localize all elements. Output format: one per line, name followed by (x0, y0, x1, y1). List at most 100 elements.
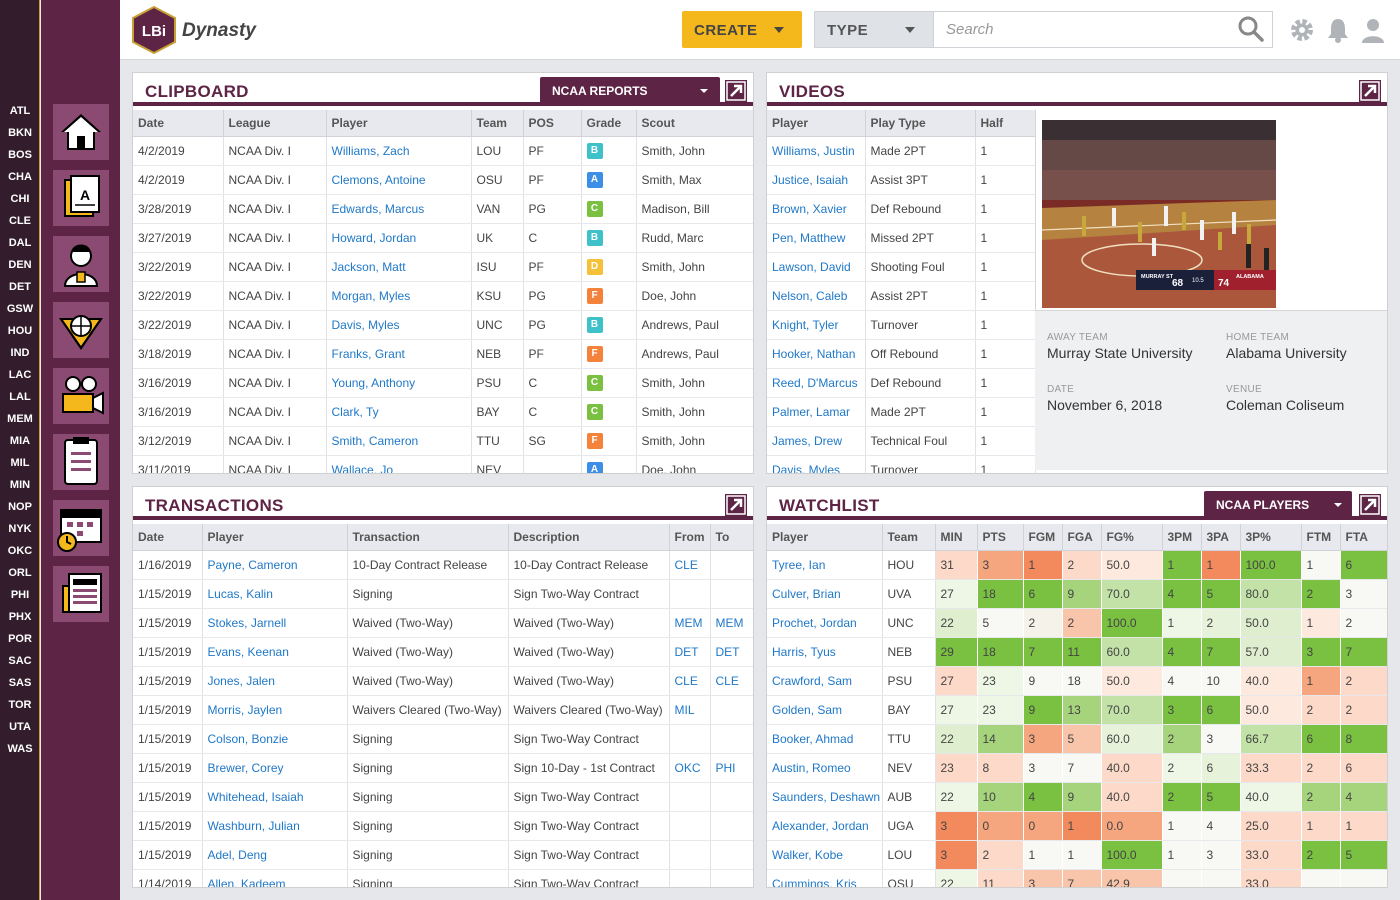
player-link[interactable]: Williams, Justin (767, 136, 866, 166)
player-link[interactable]: Prochet, Jordan (767, 608, 883, 638)
player-link[interactable]: Morris, Jaylen (202, 695, 348, 725)
team-link-mil[interactable]: MIL (10, 457, 30, 469)
team-link[interactable] (710, 782, 753, 812)
player-link[interactable]: Alexander, Jordan (767, 811, 883, 841)
player-link[interactable]: Smith, Cameron (326, 426, 472, 456)
logo-icon[interactable]: LBi (132, 6, 176, 54)
table-row[interactable]: 4/2/2019 NCAA Div. I Clemons, Antoine OSU PF… (133, 165, 753, 195)
column-header-team[interactable]: Team (471, 110, 524, 137)
player-link[interactable]: Cummings, Kris (767, 869, 883, 887)
column-header-to[interactable]: To (710, 524, 753, 551)
player-link[interactable]: Golden, Sam (767, 695, 883, 725)
team-link[interactable]: DET (710, 637, 753, 667)
column-header-pts[interactable]: PTS (977, 524, 1024, 551)
nav-draft-button[interactable] (53, 302, 109, 358)
team-link[interactable]: MEM (669, 608, 711, 638)
search-icon[interactable] (1238, 16, 1264, 42)
team-link-sac[interactable]: SAC (8, 655, 32, 667)
player-link[interactable]: Austin, Romeo (767, 753, 883, 783)
table-row[interactable]: 3/28/2019 NCAA Div. I Edwards, Marcus VAN PG… (133, 194, 753, 224)
team-link[interactable]: DET (669, 637, 711, 667)
player-link[interactable]: Crawford, Sam (767, 666, 883, 696)
table-row[interactable]: 1/15/2019 Morris, Jaylen Waivers Cleared (… (133, 695, 753, 725)
team-link-uta[interactable]: UTA (9, 721, 31, 733)
table-row[interactable]: James, Drew Technical Foul 1 (767, 426, 1036, 456)
column-header-player[interactable]: Player (326, 110, 472, 137)
table-row[interactable]: 1/15/2019 Lucas, Kalin Signing Sign Two-Way… (133, 579, 753, 609)
player-link[interactable]: Evans, Keenan (202, 637, 348, 667)
table-row[interactable]: Golden, Sam BAY 27 23 9 13 70.0 3 6 50.0 2 2 (767, 695, 1387, 725)
team-link-chi[interactable]: CHI (10, 193, 30, 205)
team-link-okc[interactable]: OKC (7, 545, 33, 557)
column-header-pos[interactable]: POS (523, 110, 582, 137)
player-link[interactable]: Allen, Kadeem (202, 869, 348, 887)
player-link[interactable]: Morgan, Myles (326, 281, 472, 311)
search-input[interactable] (933, 11, 1273, 48)
player-link[interactable]: Hooker, Nathan (767, 339, 866, 369)
team-link[interactable]: CLE (669, 550, 711, 580)
team-link-den[interactable]: DEN (8, 259, 32, 271)
table-row[interactable]: 4/2/2019 NCAA Div. I Williams, Zach LOU PF B S… (133, 136, 753, 166)
column-header-3pa[interactable]: 3PA (1201, 524, 1241, 551)
player-link[interactable]: Williams, Zach (326, 136, 472, 166)
team-link-det[interactable]: DET (9, 281, 31, 293)
team-link-bkn[interactable]: BKN (8, 127, 32, 139)
player-link[interactable]: Brown, Xavier (767, 194, 866, 224)
table-row[interactable]: 3/22/2019 NCAA Div. I Davis, Myles UNC PG B An… (133, 310, 753, 340)
player-link[interactable]: Knight, Tyler (767, 310, 866, 340)
table-row[interactable]: Culver, Brian UVA 27 18 6 9 70.0 4 5 80.0 2 3 (767, 579, 1387, 609)
user-icon[interactable] (1360, 17, 1386, 43)
table-row[interactable]: Reed, D'Marcus Def Rebound 1 (767, 368, 1036, 398)
team-link[interactable]: MIL (669, 695, 711, 725)
team-link-por[interactable]: POR (8, 633, 32, 645)
player-link[interactable]: James, Drew (767, 426, 866, 456)
table-row[interactable]: Alexander, Jordan UGA 3 0 0 1 0.0 1 4 25.0 1 1 (767, 811, 1387, 841)
player-link[interactable]: Payne, Cameron (202, 550, 348, 580)
column-header-3p-[interactable]: 3P% (1240, 524, 1302, 551)
player-link[interactable]: Nelson, Caleb (767, 281, 866, 311)
table-row[interactable]: 3/22/2019 NCAA Div. I Morgan, Myles KSU PG F D… (133, 281, 753, 311)
team-link-nop[interactable]: NOP (8, 501, 32, 513)
player-link[interactable]: Howard, Jordan (326, 223, 472, 253)
team-link-nyk[interactable]: NYK (8, 523, 32, 535)
team-link[interactable] (710, 869, 753, 887)
column-header-team[interactable]: Team (882, 524, 936, 551)
team-link-orl[interactable]: ORL (8, 567, 32, 579)
player-link[interactable]: Jackson, Matt (326, 252, 472, 282)
column-header-player[interactable]: Player (202, 524, 348, 551)
team-link-was[interactable]: WAS (7, 743, 33, 755)
team-link-sas[interactable]: SAS (8, 677, 32, 689)
table-row[interactable]: 3/16/2019 NCAA Div. I Young, Anthony PSU C C S… (133, 368, 753, 398)
team-link[interactable] (710, 811, 753, 841)
table-row[interactable]: Williams, Justin Made 2PT 1 (767, 136, 1036, 166)
nav-list-button[interactable] (53, 434, 109, 490)
create-button[interactable]: CREATE (682, 11, 802, 48)
player-link[interactable]: Harris, Tyus (767, 637, 883, 667)
team-link-mem[interactable]: MEM (7, 413, 33, 425)
nav-home-button[interactable] (53, 104, 109, 160)
table-row[interactable]: 1/15/2019 Adel, Deng Signing Sign Two-Way C… (133, 840, 753, 870)
table-row[interactable]: Knight, Tyler Turnover 1 (767, 310, 1036, 340)
column-header-transaction[interactable]: Transaction (347, 524, 509, 551)
player-link[interactable]: Walker, Kobe (767, 840, 883, 870)
column-header-league[interactable]: League (223, 110, 327, 137)
table-row[interactable]: 1/15/2019 Whitehead, Isaiah Signing Sign Tw… (133, 782, 753, 812)
nav-video-camera-button[interactable] (53, 368, 109, 424)
player-link[interactable]: Justice, Isaiah (767, 165, 866, 195)
ncaa-players-dropdown[interactable]: NCAA PLAYERS (1204, 491, 1352, 519)
nav-report-button[interactable]: A (53, 170, 109, 226)
column-header-fga[interactable]: FGA (1062, 524, 1102, 551)
transactions-expand-button[interactable] (725, 494, 747, 516)
team-link[interactable]: PHI (710, 753, 753, 783)
player-link[interactable]: Clark, Ty (326, 397, 472, 427)
player-link[interactable]: Colson, Bonzie (202, 724, 348, 754)
team-link-ind[interactable]: IND (10, 347, 30, 359)
table-row[interactable]: 1/15/2019 Brewer, Corey Signing Sign 10-Day… (133, 753, 753, 783)
player-link[interactable]: Lawson, David (767, 252, 866, 282)
column-header-3pm[interactable]: 3PM (1162, 524, 1202, 551)
table-row[interactable]: Brown, Xavier Def Rebound 1 (767, 194, 1036, 224)
clipboard-expand-button[interactable] (725, 80, 747, 102)
column-header-fgm[interactable]: FGM (1023, 524, 1063, 551)
column-header-grade[interactable]: Grade (581, 110, 637, 137)
video-player[interactable]: MURRAY ST 68 10.5 74 ALABAMA (1042, 120, 1276, 308)
